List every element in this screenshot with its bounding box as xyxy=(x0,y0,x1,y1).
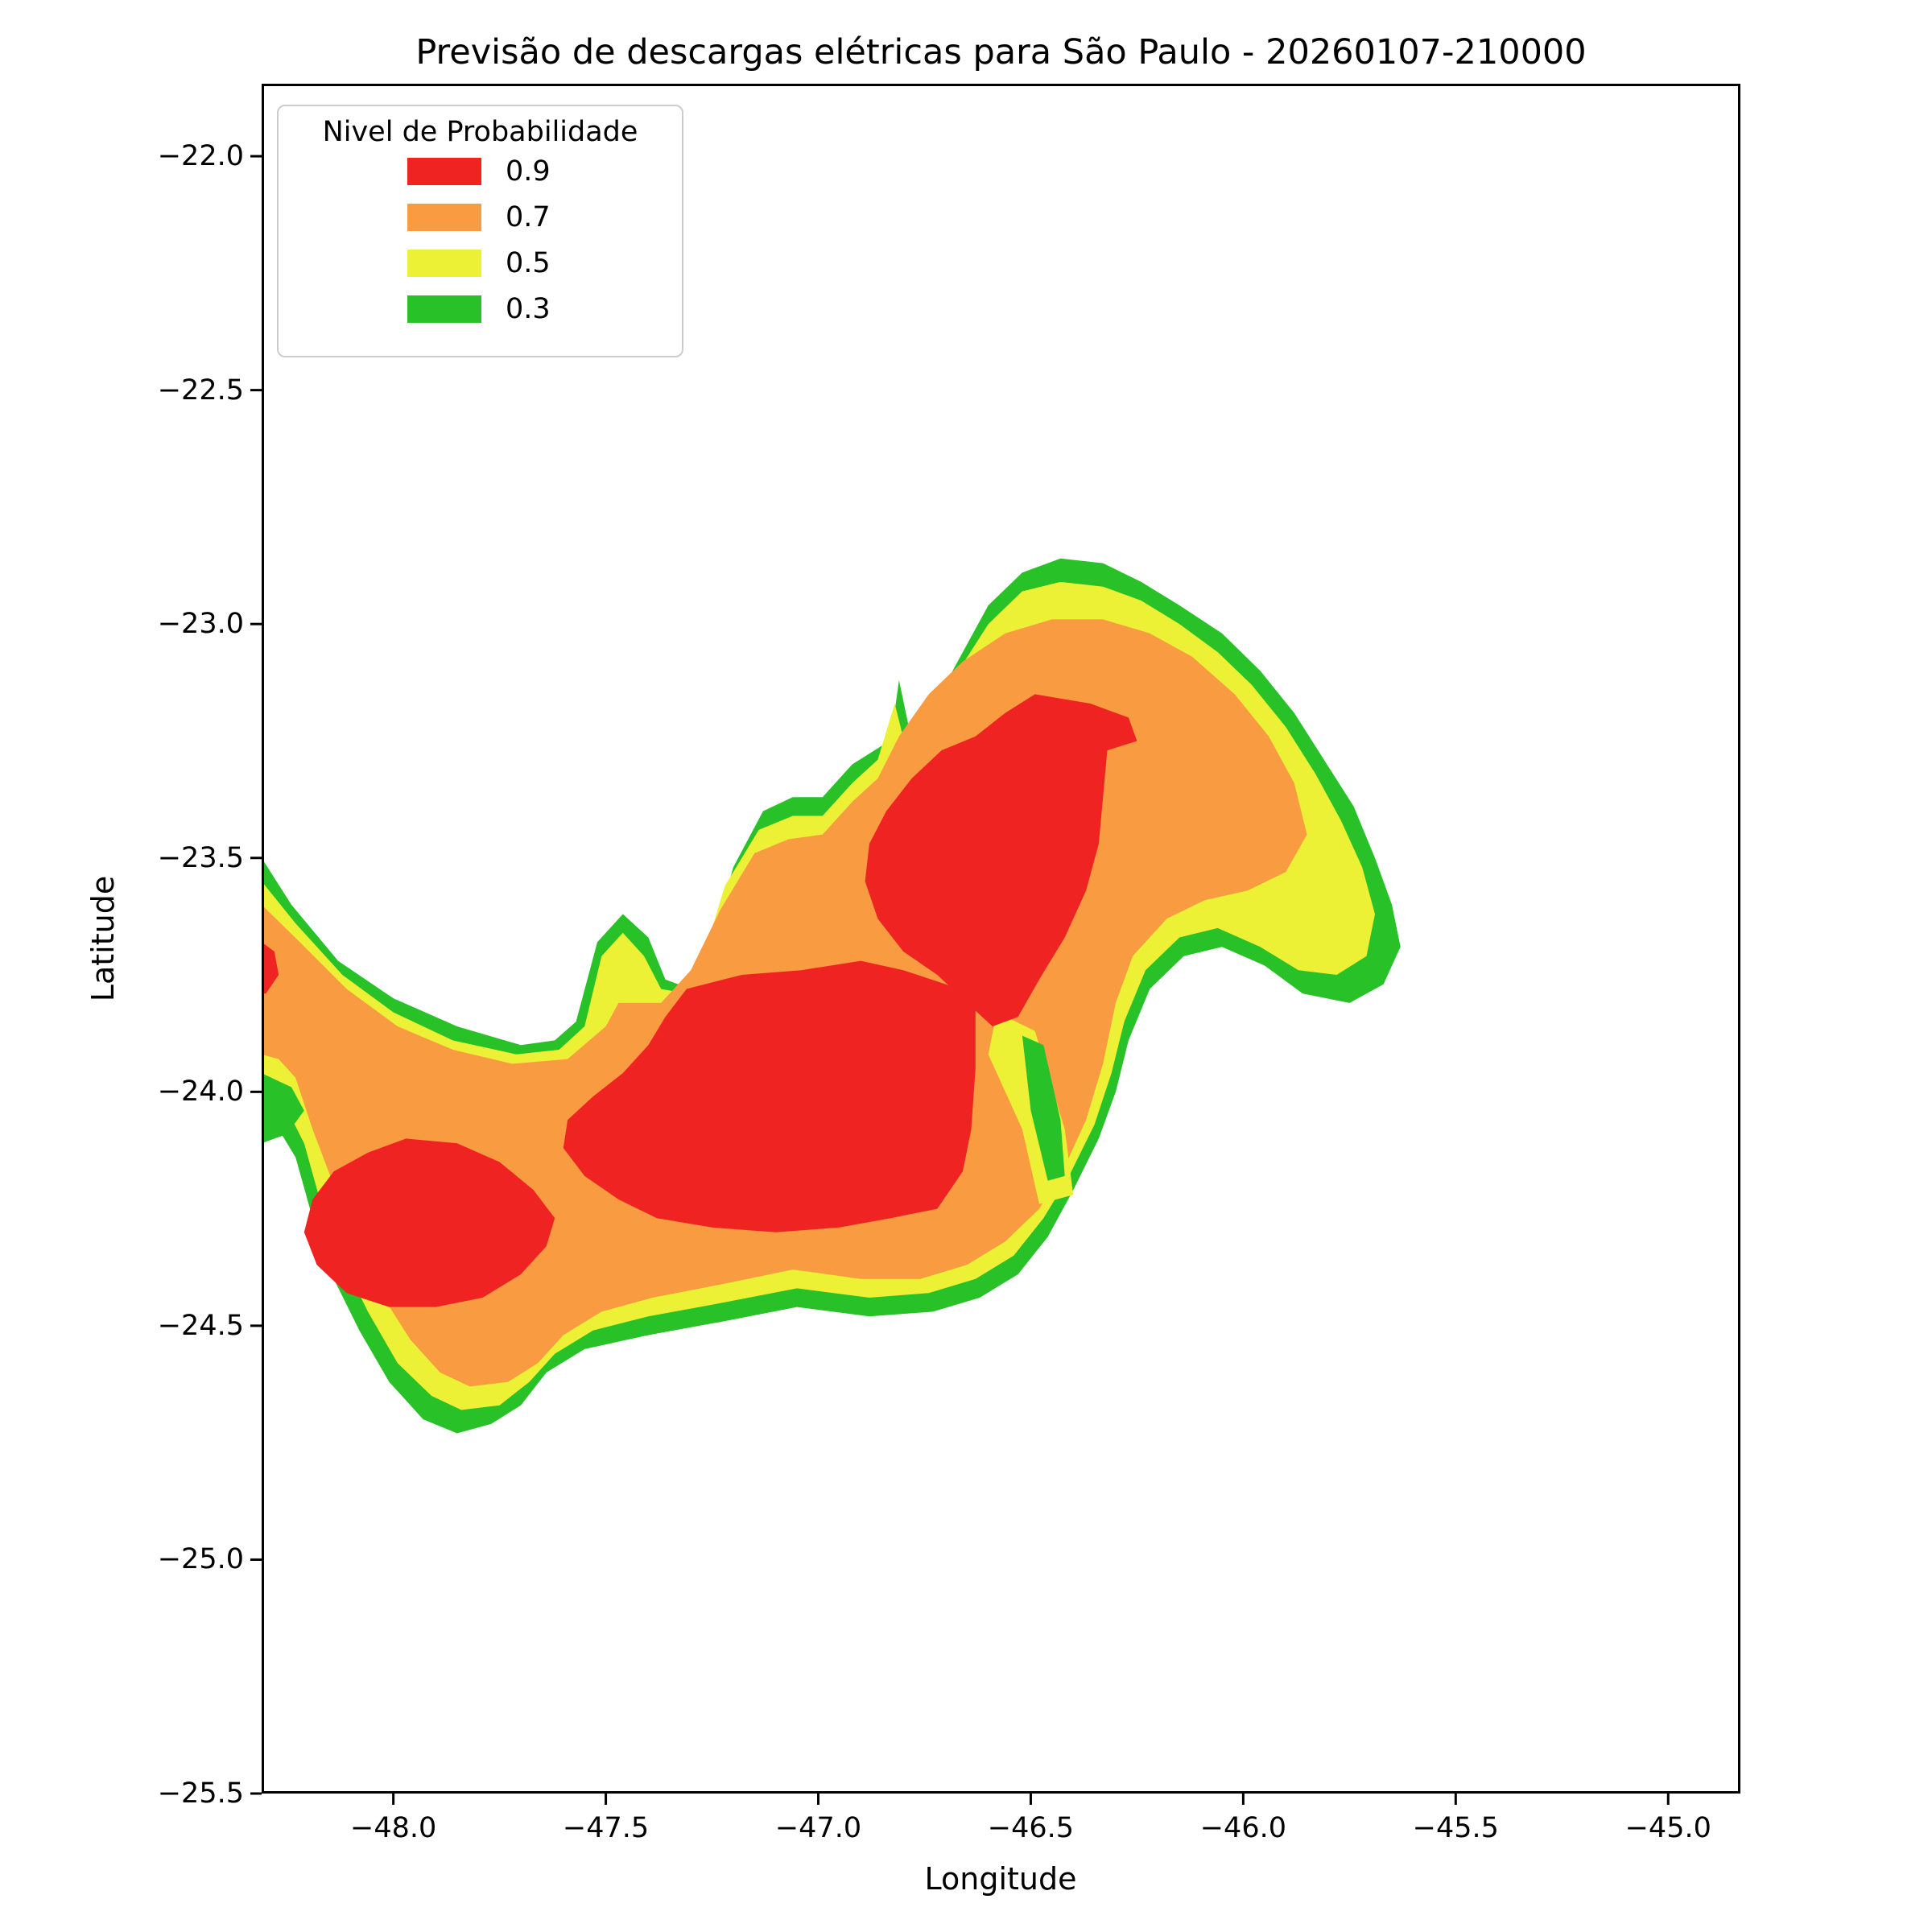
contour-plot-canvas xyxy=(250,84,1740,1805)
y-axis-label: Latitude xyxy=(85,875,121,1002)
y-tick-label: −25.0 xyxy=(157,1543,244,1576)
y-tick-label: −23.5 xyxy=(157,841,244,874)
legend: Nivel de Probabilidade 0.9 0.7 0.5 0.3 xyxy=(277,105,683,357)
legend-swatch-0.9 xyxy=(407,157,481,185)
y-tick-label: −24.5 xyxy=(157,1309,244,1342)
legend-entry: 0.3 xyxy=(407,286,682,332)
x-tick-label: −46.0 xyxy=(1199,1812,1286,1844)
legend-swatch-0.7 xyxy=(407,203,481,231)
legend-swatch-0.5 xyxy=(407,249,481,277)
legend-title: Nivel de Probabilidade xyxy=(322,116,638,148)
contour-region-probability-0.3-west-patch xyxy=(262,1073,304,1144)
x-tick-label: −45.0 xyxy=(1624,1812,1711,1844)
axes-frame xyxy=(262,84,1740,1794)
x-tick-label: −47.0 xyxy=(774,1812,862,1844)
legend-entry: 0.7 xyxy=(407,194,682,240)
x-tick-label: −47.5 xyxy=(562,1812,650,1844)
legend-entry: 0.9 xyxy=(407,148,682,194)
x-tick-label: −46.5 xyxy=(987,1812,1075,1844)
legend-swatch-0.3 xyxy=(407,295,481,323)
y-tick-label: −23.0 xyxy=(157,608,244,641)
y-tick-label: −24.0 xyxy=(157,1075,244,1108)
legend-label: 0.9 xyxy=(506,155,551,188)
legend-label: 0.3 xyxy=(506,292,551,325)
y-tick-label: −22.5 xyxy=(157,374,244,407)
x-tick-label: −48.0 xyxy=(350,1812,437,1844)
legend-label: 0.7 xyxy=(506,200,551,233)
legend-entry: 0.5 xyxy=(407,240,682,286)
contour-region-probability-0.3-channel-sliver xyxy=(1022,1035,1065,1181)
chart-title: Previsão de descargas elétricas para São… xyxy=(415,32,1587,72)
contour-region-probability-0.9-southwest-core xyxy=(303,1138,555,1307)
contour-region-probability-0.9-west-edge-strip xyxy=(262,942,279,994)
y-tick-label: −22.0 xyxy=(157,140,244,173)
x-tick-label: −45.5 xyxy=(1412,1812,1499,1844)
contour-region-probability-0.9-central-core xyxy=(563,960,976,1232)
y-tick-label: −25.5 xyxy=(157,1777,244,1810)
contour-region-probability-0.9-northeast-core xyxy=(865,694,1137,1026)
x-axis-label: Longitude xyxy=(924,1861,1077,1897)
legend-label: 0.5 xyxy=(506,246,551,279)
